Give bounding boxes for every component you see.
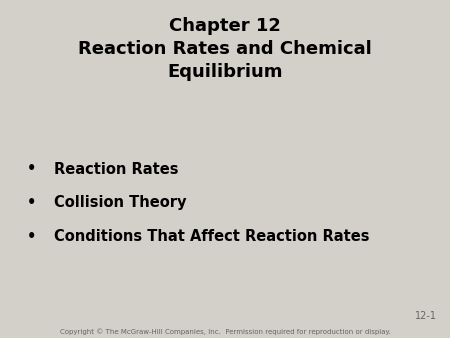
Text: •: • — [27, 195, 36, 210]
Text: Chapter 12
Reaction Rates and Chemical
Equilibrium: Chapter 12 Reaction Rates and Chemical E… — [78, 17, 372, 81]
Text: Copyright © The McGraw-Hill Companies, Inc.  Permission required for reproductio: Copyright © The McGraw-Hill Companies, I… — [59, 328, 391, 335]
Text: Collision Theory: Collision Theory — [54, 195, 186, 210]
Text: Reaction Rates: Reaction Rates — [54, 162, 179, 176]
Text: 12-1: 12-1 — [414, 311, 436, 321]
Text: •: • — [27, 162, 36, 176]
Text: •: • — [27, 229, 36, 244]
Text: Conditions That Affect Reaction Rates: Conditions That Affect Reaction Rates — [54, 229, 369, 244]
